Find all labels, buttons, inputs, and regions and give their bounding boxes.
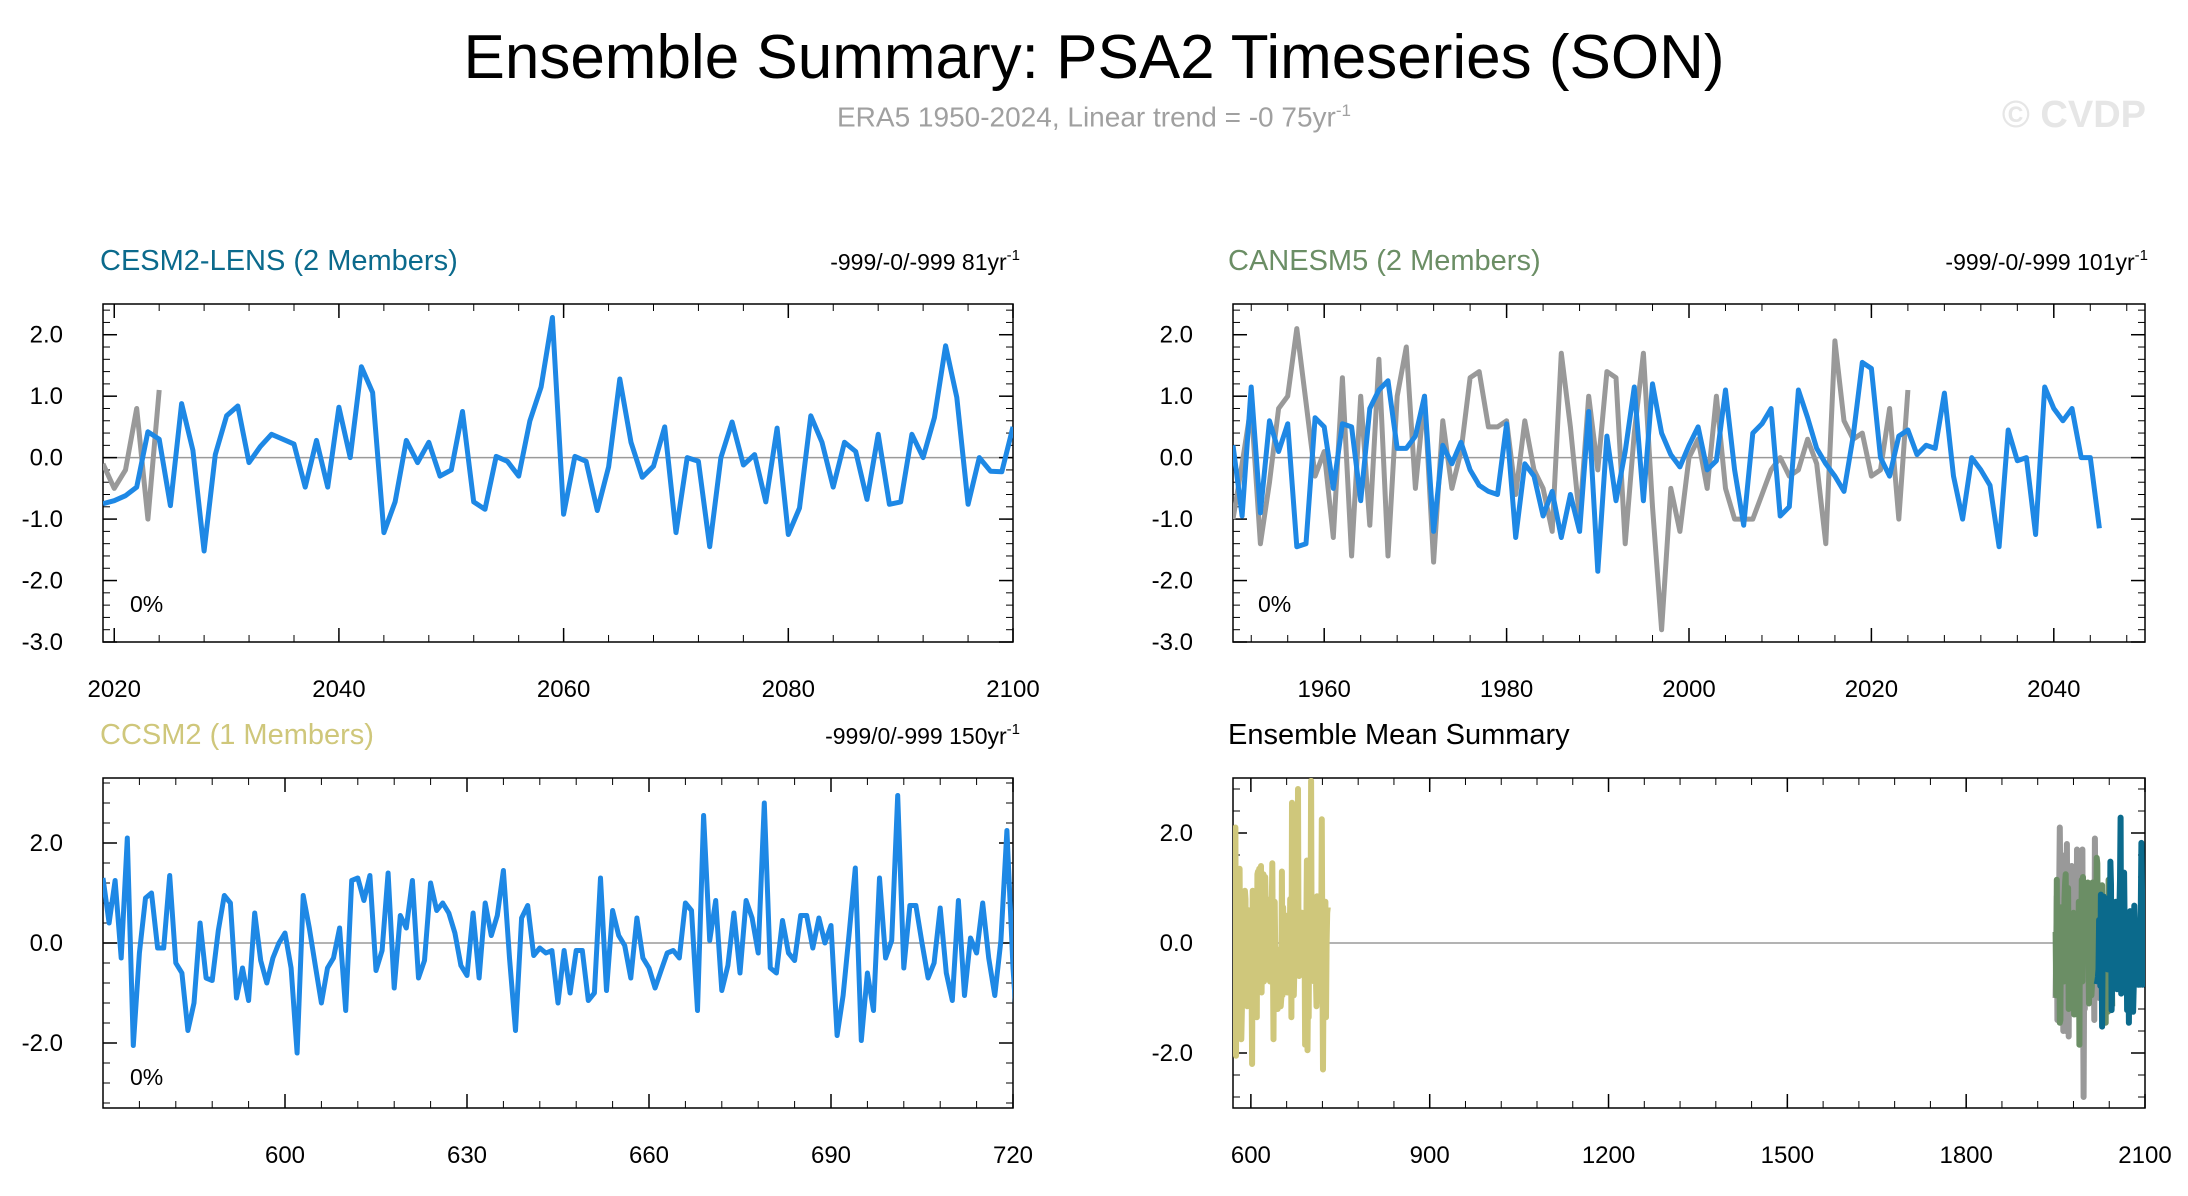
y-tick-label: 0.0 (30, 445, 63, 472)
trend-superscript: -1 (1007, 247, 1020, 264)
trend-superscript: -1 (2135, 247, 2148, 264)
subtitle-superscript: -1 (1335, 101, 1351, 120)
x-tick-label: 1500 (1761, 1142, 1814, 1169)
x-tick-label: 600 (265, 1142, 305, 1169)
subtitle-text: ERA5 1950-2024, Linear trend = -0 75yr (837, 101, 1336, 133)
y-tick-label: 2.0 (1160, 322, 1193, 349)
figure-title: Ensemble Summary: PSA2 Timeseries (SON) (463, 23, 1725, 92)
summary-series-line (2093, 814, 2145, 1030)
cvdp-watermark: © CVDP (2001, 94, 2146, 136)
series-line (103, 793, 1013, 1056)
trend-label: -999/-0/-999 101yr-1 (1945, 247, 2148, 275)
y-tick-label: 0.0 (30, 930, 63, 957)
y-tick-label: -3.0 (1152, 629, 1193, 656)
y-tick-label: -2.0 (22, 568, 63, 595)
y-tick-label: 0.0 (1160, 445, 1193, 472)
plot-frame (1232, 303, 2146, 643)
x-tick-label: 1980 (1480, 676, 1533, 703)
series-line (1233, 359, 2102, 574)
series-line (103, 389, 162, 522)
x-tick-label: 690 (811, 1142, 851, 1169)
y-tick-label: -2.0 (22, 1030, 63, 1057)
panel-title: CANESM5 (2 Members) (1228, 245, 1541, 277)
y-tick-label: 2.0 (30, 322, 63, 349)
percent-label: 0% (130, 1064, 163, 1090)
figure-subtitle: ERA5 1950-2024, Linear trend = -0 75yr-1 (0, 101, 2188, 133)
x-tick-label: 2100 (986, 676, 1039, 703)
x-tick-label: 2100 (2118, 1142, 2171, 1169)
series-line (103, 315, 1013, 554)
chart-panel-3: CCSM2 (1 Members) -999/0/-999 150yr-1 0% -2… (22, 719, 1033, 1169)
chart-panel-4: Ensemble Mean Summary -2.0 0.0 2.0 600 900 120… (1152, 719, 2172, 1169)
y-tick-label: -1.0 (22, 506, 63, 533)
panel-title: CESM2-LENS (2 Members) (100, 245, 458, 277)
x-tick-label: 2080 (762, 676, 815, 703)
y-tick-label: 2.0 (1160, 820, 1193, 847)
trend-value: -999/-0/-999 101yr (1945, 249, 2135, 275)
x-tick-label: 2020 (1845, 676, 1898, 703)
y-tick-label: -2.0 (1152, 1040, 1193, 1067)
x-tick-label: 900 (1410, 1142, 1450, 1169)
y-tick-label: -1.0 (1152, 506, 1193, 533)
trend-superscript: -1 (1007, 721, 1020, 738)
chart-panel-1: CESM2-LENS (2 Members) -999/-0/-999 81yr-… (22, 245, 1040, 703)
x-tick-label: 1200 (1582, 1142, 1635, 1169)
y-tick-label: 1.0 (30, 383, 63, 410)
x-tick-label: 2020 (88, 676, 141, 703)
trend-value: -999/0/-999 150yr (825, 723, 1007, 749)
x-tick-label: 2000 (1662, 676, 1715, 703)
x-tick-label: 2060 (537, 676, 590, 703)
panel-title: CCSM2 (1 Members) (100, 719, 374, 751)
y-tick-label: 1.0 (1160, 383, 1193, 410)
series-line (1233, 326, 1911, 633)
percent-label: 0% (130, 591, 163, 617)
x-tick-label: 2040 (312, 676, 365, 703)
chart-panel-2: CANESM5 (2 Members) -999/-0/-999 101yr-1 0… (1152, 245, 2148, 703)
x-tick-label: 1960 (1298, 676, 1351, 703)
trend-label: -999/-0/-999 81yr-1 (830, 247, 1020, 275)
summary-series-line (1233, 778, 1331, 1073)
percent-label: 0% (1258, 591, 1291, 617)
trend-label: -999/0/-999 150yr-1 (825, 721, 1020, 749)
panel-title: Ensemble Mean Summary (1228, 719, 1570, 751)
plot-frame (102, 303, 1014, 643)
x-tick-label: 600 (1231, 1142, 1271, 1169)
y-tick-label: 0.0 (1160, 930, 1193, 957)
y-tick-label: -2.0 (1152, 568, 1193, 595)
x-tick-label: 1800 (1939, 1142, 1992, 1169)
x-tick-label: 2040 (2027, 676, 2080, 703)
trend-value: -999/-0/-999 81yr (830, 249, 1007, 275)
y-tick-label: 2.0 (30, 830, 63, 857)
x-tick-label: 630 (447, 1142, 487, 1169)
y-tick-label: -3.0 (22, 629, 63, 656)
x-tick-label: 720 (993, 1142, 1033, 1169)
x-tick-label: 660 (629, 1142, 669, 1169)
